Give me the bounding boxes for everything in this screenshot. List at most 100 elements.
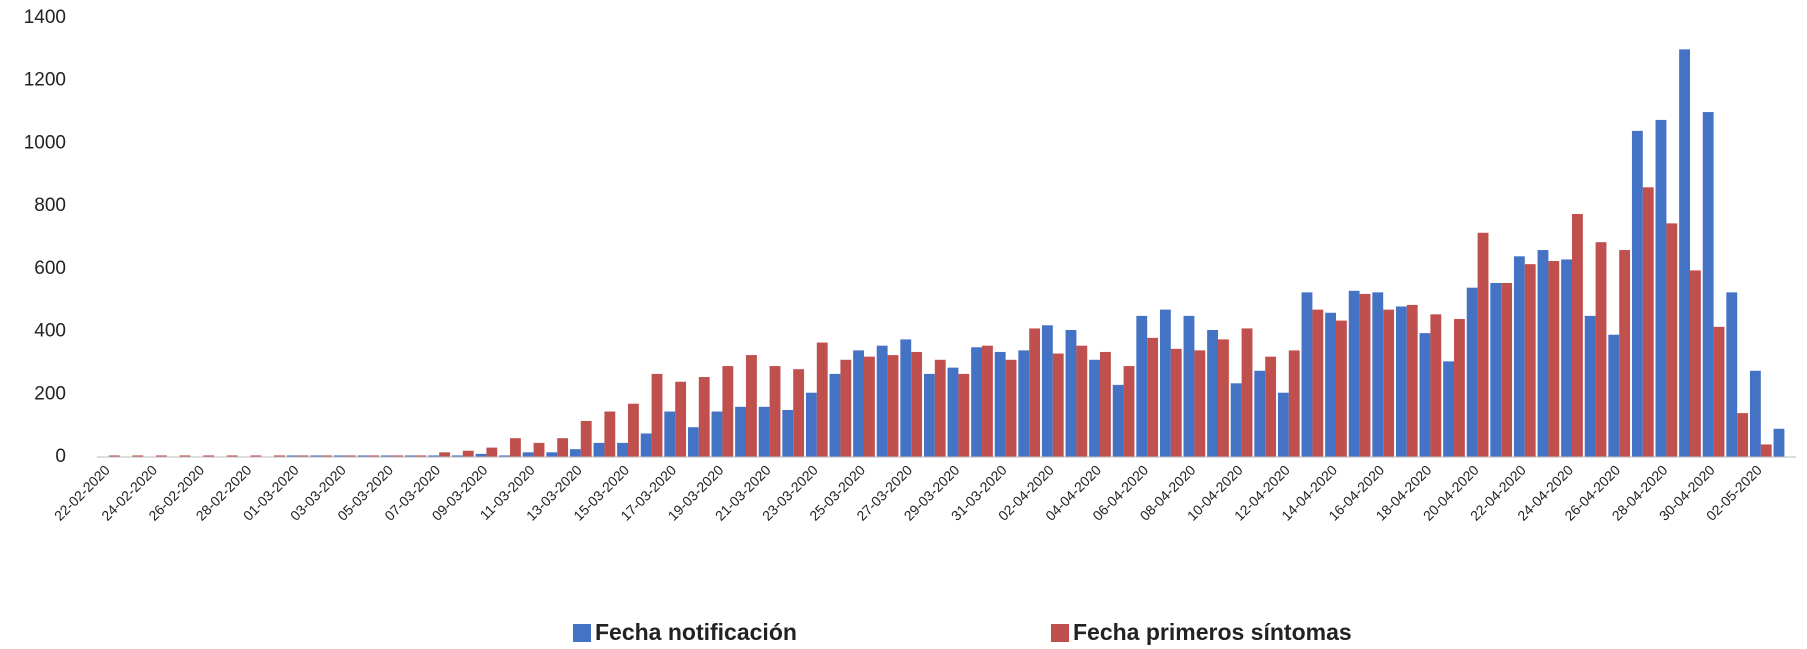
bar [1631,130,1643,457]
bar [179,455,191,457]
bar [1773,428,1785,457]
bar [486,447,498,457]
bar [994,351,1006,457]
y-tick-label: 1000 [24,132,66,153]
y-tick-label: 600 [34,258,66,279]
bar [900,339,912,457]
bar [1608,334,1620,457]
bar [1430,314,1442,457]
bar [816,342,828,457]
bar [1265,356,1277,457]
bar [404,455,416,457]
bar [368,455,380,457]
bar [1254,370,1266,457]
bar [1230,383,1242,457]
bar [451,455,463,457]
bar [1726,292,1738,457]
y-tick-label: 1200 [24,70,66,91]
bar [853,350,864,457]
legend-swatch [1051,624,1069,642]
bar [1524,264,1536,457]
bar [1112,384,1124,457]
bar [1336,320,1347,457]
bar [1690,270,1701,457]
bar [1136,315,1148,457]
bar [1537,250,1549,457]
bar [604,411,616,457]
bar [1183,315,1195,457]
bar [333,455,345,457]
bar [1454,319,1465,457]
bar [381,455,392,457]
y-tick-label: 0 [55,446,66,467]
bar [1052,353,1064,457]
bar [1041,325,1053,457]
bar [628,403,639,457]
legend-label: Fecha primeros síntomas [1073,619,1352,645]
bar [462,450,474,457]
bar [1702,112,1714,458]
bar [1737,413,1749,457]
bar [1760,444,1772,457]
bar [250,455,262,457]
bar [1443,361,1454,457]
bar [1383,309,1395,457]
bar [1301,292,1313,457]
bar [1395,306,1407,457]
bar [793,369,805,457]
bar [698,377,710,457]
bar [1595,242,1607,457]
bar [510,438,521,457]
bar [1123,366,1135,457]
bar [805,392,817,457]
bar [475,453,487,457]
bar [1005,359,1017,457]
bar [934,359,946,457]
bar [1288,350,1300,457]
bar [1749,370,1761,457]
bar [911,351,923,457]
bar [1419,333,1431,457]
bar [711,411,723,457]
bar [499,455,510,457]
bar [947,367,959,457]
bar [156,455,167,457]
bar [1584,315,1596,457]
bar [226,455,238,457]
bar [286,455,298,457]
bar [1642,187,1654,458]
bar [1194,350,1206,457]
bar [1170,348,1182,457]
y-tick-label: 800 [34,195,66,216]
bar [1325,312,1336,457]
bar [1561,259,1572,457]
bar [415,455,427,457]
bar [1241,328,1253,457]
bar [1679,49,1690,457]
bar [439,452,451,457]
bar [344,455,356,457]
bar [1065,330,1077,457]
bar [1713,326,1725,457]
bar [675,381,687,457]
legend-label: Fecha notificación [595,619,797,645]
bar [1312,309,1324,457]
bar [1406,304,1418,457]
bar [840,359,852,457]
bar [357,455,369,457]
bar [1359,293,1371,457]
bar [1666,223,1678,457]
bar [640,433,652,457]
bar [1655,119,1667,458]
bar [1477,232,1489,457]
bar [735,406,746,457]
bar [1490,282,1502,457]
bar [1218,339,1229,457]
bar [617,442,628,457]
bar [132,455,144,457]
bar [203,455,215,457]
bar [887,355,899,457]
bar [876,345,888,457]
bar [958,373,970,457]
